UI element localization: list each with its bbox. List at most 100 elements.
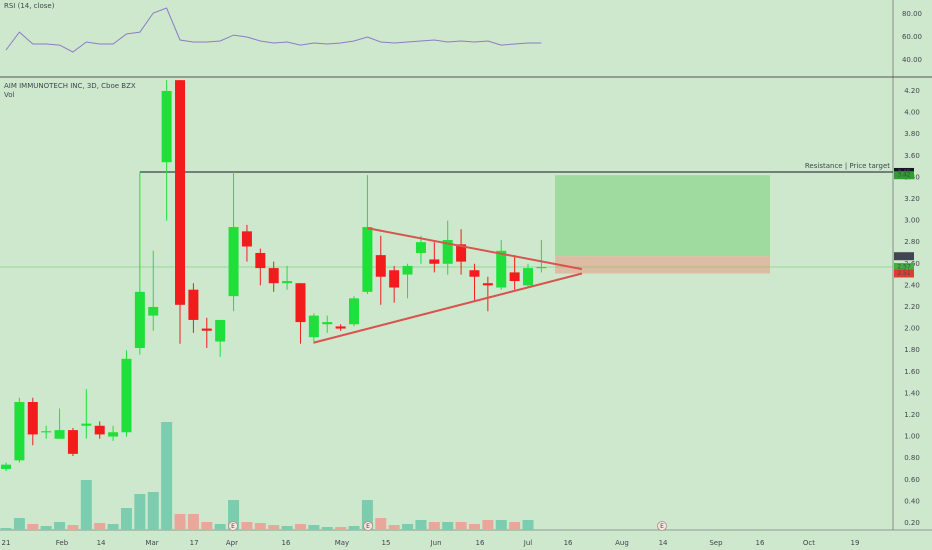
- candle-body: [442, 240, 453, 264]
- y-tick-label: 2.00: [904, 325, 920, 333]
- volume-bar: [308, 525, 320, 530]
- chart-title: AIM IMMUNOTECH INC, 3D, Cboe BZX: [4, 82, 136, 90]
- candle-body: [255, 252, 266, 269]
- volume-bar: [442, 522, 454, 530]
- volume-bar: [402, 524, 414, 530]
- y-tick-label: 3.60: [904, 152, 920, 160]
- price-label-box: [894, 171, 914, 180]
- price-label: 2.67: [897, 253, 911, 260]
- volume-bar: [13, 518, 25, 530]
- candle-body: [148, 306, 159, 316]
- candle-body: [241, 231, 252, 247]
- candle-body: [94, 425, 105, 435]
- event-label: E: [366, 523, 370, 530]
- candle-body: [402, 265, 413, 275]
- y-tick-label: 1.60: [904, 368, 920, 376]
- candle-body: [496, 250, 507, 288]
- y-tick-label: 4.00: [904, 109, 920, 117]
- resistance-label: Resistance | Price target: [805, 162, 890, 170]
- candle-body: [523, 268, 534, 286]
- volume-bar: [54, 522, 66, 530]
- volume-bar: [228, 500, 240, 530]
- y-tick-label: 3.80: [904, 130, 920, 138]
- x-tick-label: Mar: [145, 539, 158, 547]
- rsi-label: RSI (14, close): [4, 2, 55, 10]
- candle-body: [362, 227, 373, 292]
- y-tick-label: 0.80: [904, 454, 920, 462]
- x-tick-label: Sep: [709, 539, 723, 547]
- volume-bar: [107, 524, 119, 530]
- candle-body: [201, 328, 212, 331]
- candle-body: [41, 431, 52, 433]
- x-tick-label: 16: [475, 539, 484, 547]
- stop-zone: [555, 256, 770, 274]
- candle-body: [322, 322, 333, 325]
- x-tick-label: 16: [564, 539, 573, 547]
- y-tick-label: 0.60: [904, 476, 920, 484]
- volume-bar: [67, 525, 79, 530]
- event-marker: [363, 521, 373, 531]
- x-tick-label: Jun: [430, 539, 442, 547]
- y-tick-label: 3.00: [904, 217, 920, 225]
- rsi-tick-label: 40.00: [902, 56, 922, 64]
- volume-bar: [254, 523, 266, 530]
- volume-bar: [174, 514, 186, 530]
- x-tick-label: Oct: [803, 539, 815, 547]
- x-tick-label: 21: [2, 539, 11, 547]
- volume-bar: [482, 520, 494, 530]
- price-label-box: [894, 252, 914, 261]
- volume-bar: [361, 500, 373, 530]
- triangle-line: [367, 227, 583, 271]
- volume-bar: [134, 494, 146, 530]
- candle-body: [134, 291, 145, 349]
- volume-bar: [80, 480, 92, 530]
- candle-body: [456, 244, 467, 262]
- volume-bar: [375, 518, 387, 530]
- volume-bar: [201, 522, 213, 530]
- rsi-line: [5, 7, 542, 53]
- candle-body: [295, 283, 306, 323]
- plot-area: [0, 80, 893, 530]
- candle-body: [482, 283, 493, 286]
- triangle-line: [313, 272, 583, 344]
- y-tick-label: 1.00: [904, 433, 920, 441]
- volume-bar: [147, 492, 159, 530]
- volume-bar: [335, 527, 347, 530]
- y-tick-label: 1.40: [904, 389, 920, 397]
- rsi-tick-label: 80.00: [902, 10, 922, 18]
- candle-body: [1, 464, 12, 469]
- volume-bar: [241, 522, 253, 530]
- candle-body: [175, 80, 186, 305]
- candle-body: [335, 326, 346, 329]
- y-tick-label: 2.80: [904, 238, 920, 246]
- x-tick-label: 16: [755, 539, 764, 547]
- candle-body: [375, 255, 386, 277]
- y-tick-label: 4.20: [904, 87, 920, 95]
- candle-body: [282, 281, 293, 284]
- candle-body: [308, 315, 319, 338]
- y-tick-label: 3.20: [904, 195, 920, 203]
- x-tick-label: 14: [659, 539, 668, 547]
- candle-body: [349, 298, 360, 325]
- candle-body: [429, 259, 440, 264]
- candle-body: [509, 272, 520, 282]
- y-tick-label: 0.40: [904, 497, 920, 505]
- x-tick-label: 16: [282, 539, 291, 547]
- candle-body: [228, 227, 239, 297]
- x-tick-label: Jul: [523, 539, 533, 547]
- volume-bar: [0, 528, 12, 530]
- candle-body: [188, 289, 199, 320]
- volume-bar: [348, 526, 360, 530]
- volume-bar: [415, 520, 427, 530]
- candle-body: [389, 270, 400, 288]
- price-label: 2.51: [897, 270, 911, 277]
- candle-body: [27, 402, 38, 435]
- candle-body: [469, 270, 480, 277]
- x-tick-label: Apr: [226, 539, 238, 547]
- volume-bar: [388, 525, 400, 530]
- candle-body: [121, 358, 132, 433]
- volume-bar: [321, 527, 333, 530]
- event-marker: [228, 521, 238, 531]
